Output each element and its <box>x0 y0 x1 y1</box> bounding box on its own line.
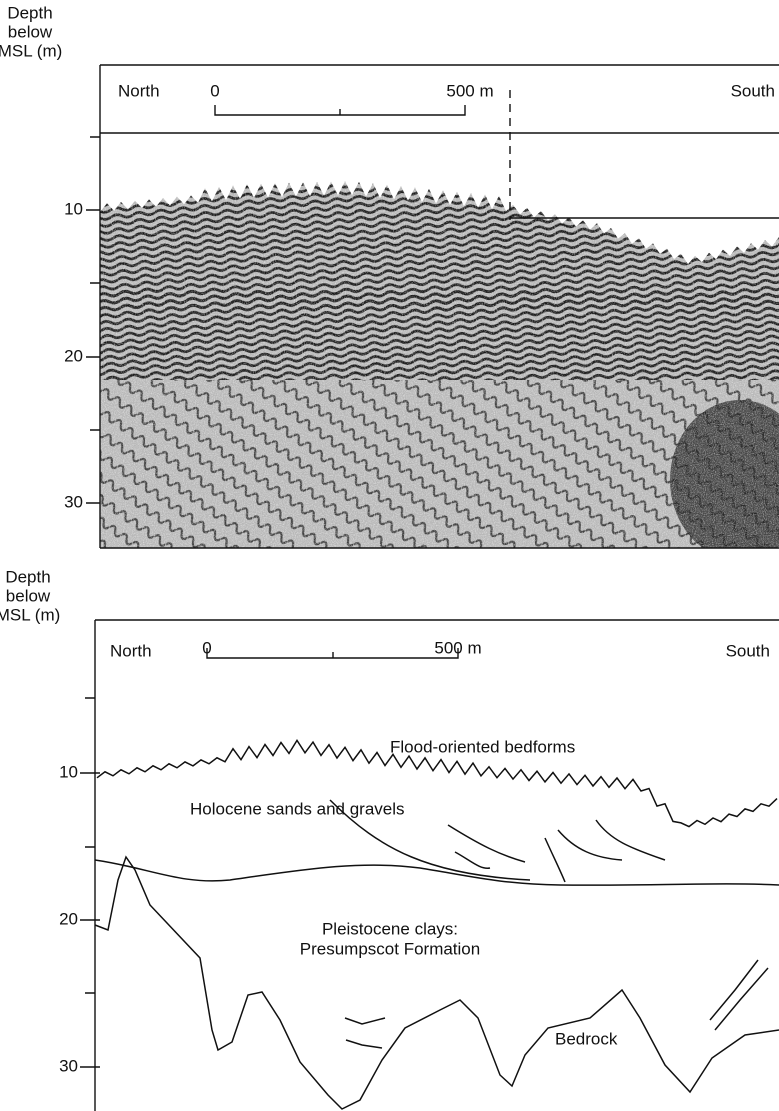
depth-tick: 10 <box>64 199 83 218</box>
direction-label: North <box>118 81 160 100</box>
axis-label: Depth <box>7 3 52 22</box>
scale-bar <box>214 105 466 116</box>
frame-line <box>100 132 779 219</box>
unit-label: Flood-oriented bedforms <box>390 737 575 756</box>
bedrock-surface <box>94 855 779 1110</box>
axis-label: below <box>6 586 51 605</box>
scale-label: 0 <box>210 81 219 100</box>
depth-tick: 30 <box>59 1056 78 1075</box>
direction-label: South <box>731 81 775 100</box>
direction-label: North <box>110 641 152 660</box>
unit-label: Pleistocene clays: <box>322 919 458 938</box>
pleistocene-surface <box>94 859 779 886</box>
tick-marks <box>86 136 100 504</box>
tick-marks <box>80 697 100 1068</box>
depth-tick: 20 <box>59 909 78 928</box>
direction-label: South <box>726 641 770 660</box>
depth-tick: 20 <box>64 346 83 365</box>
frame <box>99 64 779 549</box>
axis-label: below <box>8 22 53 41</box>
seismic-panel: Depth below MSL (m) 10 20 30 North South… <box>0 3 779 549</box>
depth-tick: 10 <box>59 762 78 781</box>
axis-label: MSL (m) <box>0 605 60 624</box>
holocene-reflector <box>329 799 666 883</box>
unit-label: Bedrock <box>555 1029 618 1048</box>
frame <box>94 619 779 1111</box>
axis-label: Depth <box>5 567 50 586</box>
unit-label: Presumpscot Formation <box>300 939 480 958</box>
bedrock-reflector <box>344 959 769 1049</box>
depth-tick: 30 <box>64 492 83 511</box>
bedform-line <box>96 738 778 828</box>
seismic-image <box>100 181 779 548</box>
scale-label: 500 m <box>446 81 493 100</box>
scale-label: 0 <box>202 638 211 657</box>
interpretation-panel: Depth below MSL (m) 10 20 30 North South… <box>0 567 779 1111</box>
unit-label: Holocene sands and gravels <box>190 799 405 818</box>
scale-bar <box>206 648 459 659</box>
scale-label: 500 m <box>434 638 481 657</box>
axis-label: MSL (m) <box>0 41 62 60</box>
